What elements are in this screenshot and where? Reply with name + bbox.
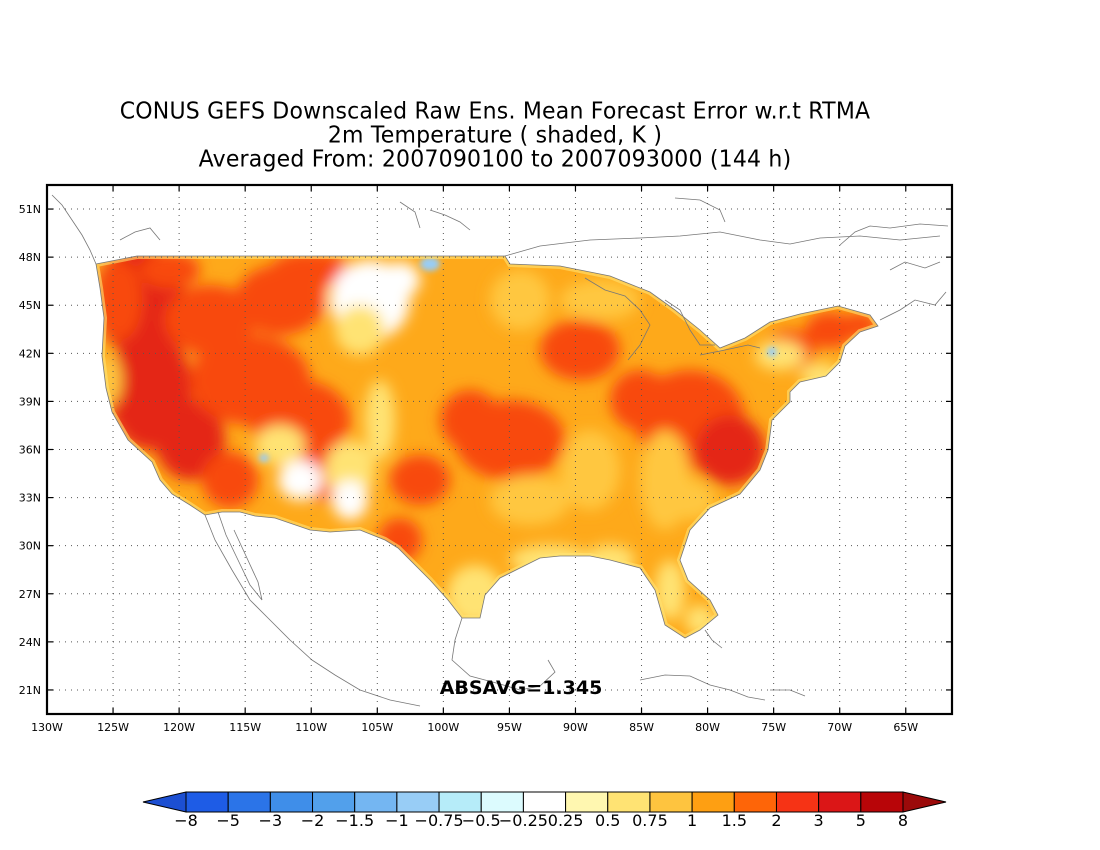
lon-tick-label: 95W	[497, 721, 522, 734]
colorbar-swatch	[312, 791, 356, 813]
colorbar-label: −1	[385, 811, 409, 830]
lat-tick-label: 33N	[19, 492, 41, 505]
lon-tick-label: 80W	[695, 721, 720, 734]
lat-tick-label: 48N	[19, 251, 41, 264]
lat-tick-label: 51N	[19, 203, 41, 216]
colorbar-swatch	[818, 791, 862, 813]
map-frame	[45, 183, 954, 716]
colorbar-label: −5	[216, 811, 240, 830]
colorbar-label: −0.75	[415, 811, 464, 830]
colorbar-label: 5	[856, 811, 866, 830]
colorbar-swatch	[649, 791, 693, 813]
colorbar-swatch	[438, 791, 482, 813]
colorbar-label: 2	[771, 811, 781, 830]
colorbar-label: 0.25	[548, 811, 584, 830]
axis-ticks: 130W 125W 120W 115W 110W 105W 100W 95W 90W 85W 80W…	[19, 185, 952, 734]
lon-tick-label: 110W	[295, 721, 327, 734]
colorbar-swatch	[522, 791, 567, 813]
lon-tick-label: 75W	[761, 721, 786, 734]
lat-tick-label: 21N	[19, 684, 41, 697]
lat-tick-label: 27N	[19, 588, 41, 601]
title-line-3: Averaged From: 2007090100 to 2007093000 …	[198, 146, 792, 173]
lon-tick-label: 90W	[563, 721, 588, 734]
colorbar-label: 0.5	[595, 811, 620, 830]
colorbar-label: 1	[687, 811, 697, 830]
lon-tick-label: 105W	[361, 721, 393, 734]
lon-tick-label: 70W	[827, 721, 852, 734]
lat-tick-label: 36N	[19, 444, 41, 457]
lon-tick-label: 125W	[97, 721, 129, 734]
colorbar-swatch	[860, 791, 904, 813]
title-line-1: CONUS GEFS Downscaled Raw Ens. Mean Fore…	[119, 98, 871, 125]
colorbar-swatch	[396, 791, 440, 813]
coastline-outlines	[51, 194, 949, 707]
colorbar-swatch	[691, 791, 735, 813]
colorbar-swatch	[354, 791, 398, 813]
colorbar-label: −0.25	[499, 811, 548, 830]
colorbar-swatch	[185, 791, 229, 813]
colorbar-label: −2	[301, 811, 325, 830]
lat-tick-label: 42N	[19, 347, 41, 360]
lon-tick-label: 120W	[163, 721, 195, 734]
colorbar-label: 1.5	[722, 811, 747, 830]
colorbar-swatch	[565, 791, 609, 813]
colorbar-label: 8	[898, 811, 908, 830]
colorbar-label: −3	[259, 811, 283, 830]
color-bar: −8 −5 −3 −2 −1.5 −1 −0.75−0.5−0.25 0.25 0.5 0.75 1…	[142, 791, 947, 830]
lon-tick-label: 130W	[31, 721, 63, 734]
colorbar-label: 3	[814, 811, 824, 830]
colorbar-swatch	[733, 791, 777, 813]
colorbar-extend-high	[902, 791, 947, 813]
colorbar-swatch	[607, 791, 651, 813]
lat-tick-label: 45N	[19, 299, 41, 312]
lat-tick-label: 30N	[19, 540, 41, 553]
colorbar-label: 0.75	[632, 811, 668, 830]
lat-lon-grid	[47, 185, 952, 714]
colorbar-swatch	[480, 791, 524, 813]
lon-tick-label: 100W	[427, 721, 459, 734]
title-line-2: 2m Temperature ( shaded, K )	[327, 122, 663, 149]
lat-tick-label: 39N	[19, 395, 41, 408]
lat-tick-label: 24N	[19, 636, 41, 649]
colorbar-label: −1.5	[335, 811, 374, 830]
lon-tick-label: 65W	[893, 721, 918, 734]
map-title: CONUS GEFS Downscaled Raw Ens. Mean Fore…	[0, 98, 990, 173]
colorbar-swatch	[227, 791, 271, 813]
colorbar-swatch	[269, 791, 314, 813]
lon-tick-label: 115W	[229, 721, 261, 734]
colorbar-label: −0.5	[462, 811, 501, 830]
absavg-statistic: ABSAVG=1.345	[440, 677, 603, 699]
colorbar-extend-low	[142, 791, 187, 813]
colorbar-label: −8	[174, 811, 198, 830]
lon-tick-label: 85W	[629, 721, 654, 734]
colorbar-swatch	[775, 791, 820, 813]
